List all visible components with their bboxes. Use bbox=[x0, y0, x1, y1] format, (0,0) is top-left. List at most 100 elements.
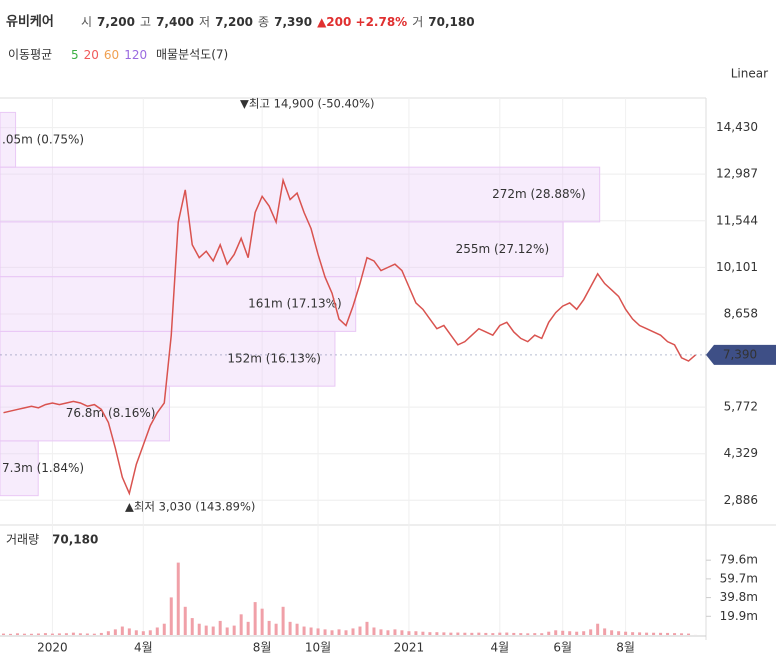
ma-title: 이동평균 bbox=[8, 48, 52, 62]
volume-bar bbox=[386, 630, 390, 635]
volume-bar bbox=[638, 632, 642, 635]
max-annotation: ▼최고 14,900 (-50.40%) bbox=[240, 97, 375, 111]
volume-bar bbox=[393, 629, 397, 635]
header-change: ▲200 +2.78% bbox=[317, 15, 407, 29]
volume-bar bbox=[659, 632, 663, 635]
volume-bar bbox=[687, 633, 691, 635]
volume-bar bbox=[407, 631, 411, 635]
ma-legend: 5 20 60 120 bbox=[71, 48, 147, 62]
current-label: 7,390 bbox=[723, 347, 757, 361]
volume-bar bbox=[470, 632, 474, 635]
header-value: 70,180 bbox=[428, 15, 474, 29]
x-tick-label: 4월 bbox=[490, 641, 509, 655]
volume-bar bbox=[477, 632, 481, 635]
volume-bar bbox=[428, 632, 432, 635]
volume-bar bbox=[99, 632, 103, 635]
profile-label: 161m (17.13%) bbox=[248, 297, 342, 311]
volume-bar bbox=[519, 633, 523, 635]
volume-bar bbox=[141, 631, 145, 635]
y-tick-label: 4,329 bbox=[724, 446, 758, 460]
volume-bar bbox=[162, 623, 166, 635]
profile-label: 255m (27.12%) bbox=[456, 242, 550, 256]
y-tick-label: 2,886 bbox=[724, 493, 758, 507]
volume-bar bbox=[302, 626, 306, 635]
volume-bar bbox=[253, 602, 257, 635]
volume-bar bbox=[197, 623, 201, 635]
profile-label: 272m (28.88%) bbox=[492, 187, 586, 201]
volume-bar bbox=[232, 625, 236, 635]
volume-bar bbox=[449, 632, 453, 635]
profile-label: 76.8m (8.16%) bbox=[66, 406, 156, 420]
volume-bar bbox=[379, 629, 383, 635]
volume-bar bbox=[50, 633, 54, 635]
profile-bar bbox=[0, 385, 170, 442]
header-line: 시 7,200 고 7,400 저 7,200 종 7,390 ▲200 +2.78% 거 70,1… bbox=[81, 15, 475, 29]
volume-bar bbox=[568, 631, 572, 635]
ma-entry: 120 bbox=[124, 48, 147, 62]
volume-bar bbox=[295, 623, 299, 635]
volume-bar bbox=[484, 632, 488, 635]
min-annotation: ▲최저 3,030 (143.89%) bbox=[125, 500, 255, 514]
current-tag bbox=[706, 344, 776, 365]
volume-bar bbox=[92, 633, 96, 635]
volume-bar bbox=[596, 623, 600, 635]
volume-bar bbox=[435, 632, 439, 635]
volume-bar bbox=[8, 633, 12, 635]
volume-bar bbox=[190, 618, 194, 635]
volume-bar bbox=[582, 631, 586, 635]
volume-bar bbox=[267, 620, 271, 635]
volume-bar bbox=[246, 621, 250, 635]
volume-bar bbox=[323, 629, 327, 635]
ma-entry: 20 bbox=[84, 48, 99, 62]
header-label: 저 bbox=[199, 15, 210, 29]
profile-legend: 매물분석도(7) bbox=[156, 48, 228, 62]
y-tick-label: 11,544 bbox=[716, 213, 758, 227]
volume-bar bbox=[442, 632, 446, 635]
volume-bar bbox=[498, 632, 502, 635]
volume-bar bbox=[617, 631, 621, 635]
header-value: 7,200 bbox=[215, 15, 253, 29]
volume-bar bbox=[491, 633, 495, 635]
volume-bar bbox=[260, 608, 264, 635]
volume-bar bbox=[239, 614, 243, 635]
volume-bar bbox=[414, 631, 418, 635]
volume-bar bbox=[274, 623, 278, 635]
volume-tick-label: 59.7m bbox=[720, 571, 758, 585]
volume-bar bbox=[652, 632, 656, 635]
volume-bar bbox=[337, 629, 341, 635]
volume-bar bbox=[316, 628, 320, 635]
price-line bbox=[3, 177, 697, 496]
y-tick-label: 12,987 bbox=[716, 167, 758, 181]
volume-bar bbox=[78, 633, 82, 635]
y-tick-label: 5,772 bbox=[724, 400, 758, 414]
header-value: 7,400 bbox=[156, 15, 194, 29]
volume-bar bbox=[211, 626, 215, 635]
volume-bar bbox=[155, 627, 159, 635]
x-tick-label: 2021 bbox=[394, 641, 425, 655]
volume-bar bbox=[29, 633, 33, 635]
volume-bar bbox=[603, 628, 607, 635]
volume-bar bbox=[204, 625, 208, 635]
volume-bar bbox=[540, 633, 544, 635]
volume-bar bbox=[106, 631, 110, 635]
header-value: 7,200 bbox=[97, 15, 135, 29]
volume-bar bbox=[169, 597, 173, 635]
y-tick-label: 8,658 bbox=[724, 306, 758, 320]
y-tick-label: 10,101 bbox=[716, 260, 758, 274]
volume-bar bbox=[183, 606, 187, 635]
volume-bar bbox=[176, 562, 180, 635]
volume-bar bbox=[120, 626, 124, 635]
volume-bar bbox=[372, 627, 376, 635]
volume-bar bbox=[456, 632, 460, 635]
volume-bar bbox=[666, 632, 670, 635]
volume-bar bbox=[85, 633, 89, 635]
volume-bar bbox=[2, 633, 5, 635]
volume-bar bbox=[680, 633, 684, 635]
header-label: 시 bbox=[81, 15, 92, 29]
volume-bar bbox=[365, 621, 369, 635]
volume-bar bbox=[148, 630, 152, 635]
plot-area bbox=[0, 98, 706, 520]
profile-bar bbox=[0, 276, 357, 332]
profile-bar bbox=[0, 440, 39, 497]
